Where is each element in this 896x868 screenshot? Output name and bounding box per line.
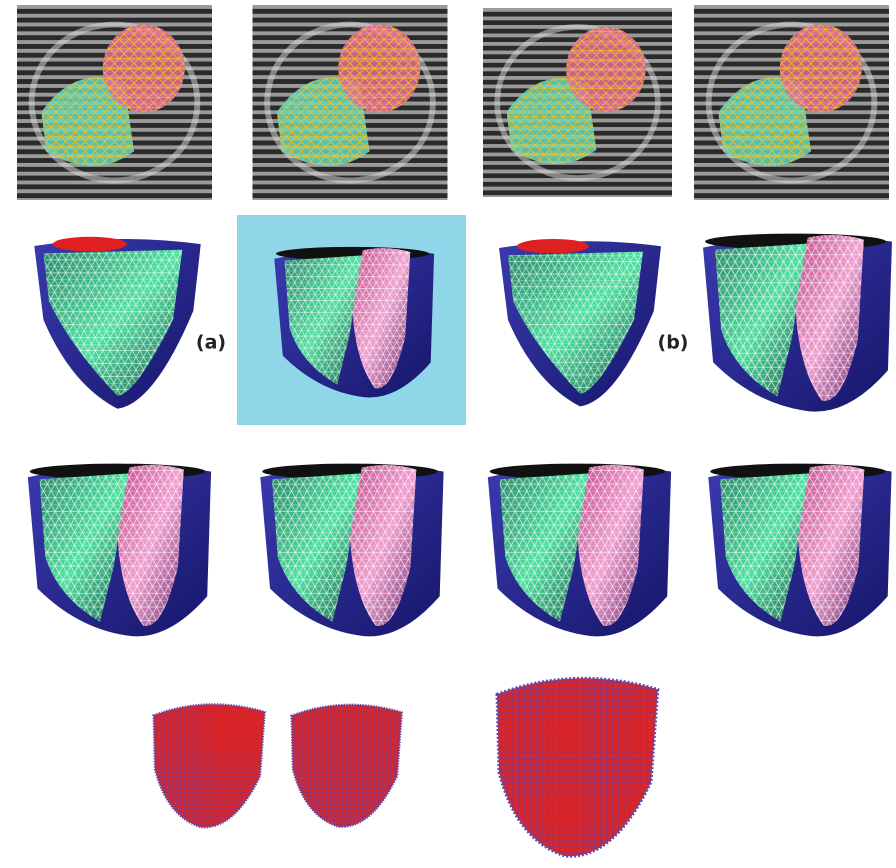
fiber-mesh [289, 703, 404, 829]
fiber-mesh [152, 702, 267, 829]
heart-model [499, 239, 661, 407]
heart-model [34, 236, 201, 409]
mri-slice [17, 5, 212, 200]
fiber-mesh [495, 676, 660, 859]
heart-model [703, 233, 892, 412]
mri-slice [483, 8, 672, 197]
heart-model [708, 463, 892, 637]
label-a: (a) [196, 332, 226, 354]
heart-model [27, 463, 212, 637]
mri-slice [253, 5, 448, 200]
heart-model [487, 463, 672, 637]
heart-model [260, 463, 444, 637]
label-b: (b) [658, 332, 689, 354]
mri-slice [694, 5, 889, 200]
